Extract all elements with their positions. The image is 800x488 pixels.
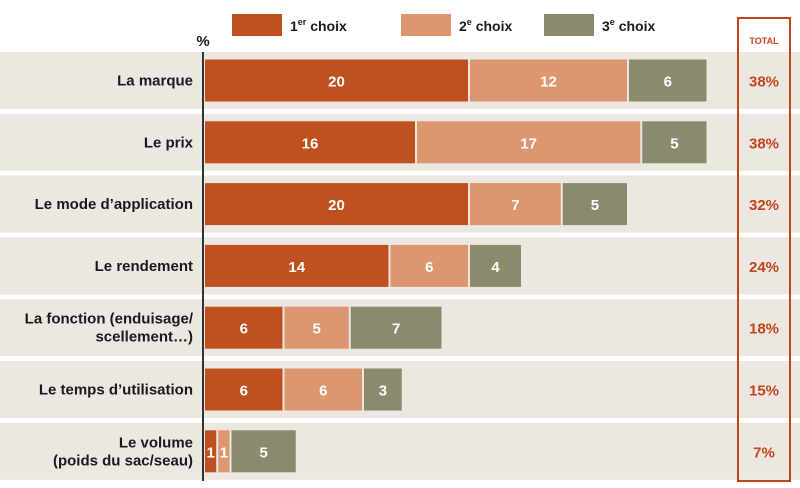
data-label: 1: [206, 444, 214, 461]
data-label: 5: [591, 197, 599, 214]
data-label: 20: [328, 74, 345, 91]
legend-swatch-2: [401, 14, 451, 36]
total-value: 15%: [749, 383, 779, 400]
bar-segment-2: [470, 59, 627, 102]
total-value: 7%: [753, 444, 775, 461]
total-header: TOTAL: [749, 36, 779, 46]
bar-segment-2: [390, 244, 468, 287]
bar-segment-2: [284, 306, 349, 349]
total-value: 18%: [749, 321, 779, 338]
bar-segment-3: [231, 430, 296, 473]
total-values: 38% 38% 32% 24% 18% 15% 7%: [749, 74, 779, 462]
bar-segment-3: [350, 306, 442, 349]
data-label: 7: [392, 321, 400, 338]
data-label: 20: [328, 197, 345, 214]
bar-segment-2: [218, 430, 230, 473]
category-label: Le volume (poids du sac/seau): [53, 434, 193, 469]
legend: 1er choix 2e choix 3e choix: [232, 14, 655, 36]
data-label: 6: [240, 383, 248, 400]
data-label: 16: [302, 135, 319, 152]
legend-swatch-3: [544, 14, 594, 36]
legend-label-2: 2e choix: [459, 17, 512, 34]
data-label: 6: [240, 321, 248, 338]
bar-segment-3: [629, 59, 707, 102]
data-label: 6: [664, 74, 672, 91]
bar-segment-3: [562, 183, 627, 226]
bar-segment-2: [284, 368, 362, 411]
bar-segment-3: [470, 244, 521, 287]
data-label: 7: [511, 197, 519, 214]
bar-segment-1: [205, 306, 283, 349]
data-label: 1: [220, 444, 228, 461]
bar-segment-3: [364, 368, 402, 411]
bar-segment-1: [205, 368, 283, 411]
data-label: 5: [259, 444, 267, 461]
category-label: Le mode d’application: [35, 196, 193, 213]
data-label: 14: [288, 259, 305, 276]
bar-segment-1: [205, 121, 415, 164]
legend-label-1: 1er choix: [290, 17, 347, 34]
data-label: 17: [520, 135, 537, 152]
data-label: 6: [425, 259, 433, 276]
bars: 20 12 6 16 17 5 20 7 5 14 6 4 6 5 7 6 6 3 1 1 5: [205, 59, 707, 473]
data-label: 6: [319, 383, 327, 400]
total-value: 38%: [749, 74, 779, 91]
category-labels: La marque Le prix Le mode d’application Le …: [25, 73, 194, 470]
data-label: 5: [670, 135, 678, 152]
legend-swatch-1: [232, 14, 282, 36]
bar-segment-3: [642, 121, 707, 164]
bar-segment-1: [205, 244, 389, 287]
total-value: 32%: [749, 197, 779, 214]
bar-segment-2: [470, 183, 561, 226]
legend-label-3: 3e choix: [602, 17, 655, 34]
total-column-frame: [737, 17, 791, 482]
total-value: 38%: [749, 135, 779, 152]
total-value: 24%: [749, 259, 779, 276]
unit-label: %: [196, 33, 209, 50]
data-label: 3: [379, 383, 387, 400]
category-label: Le rendement: [95, 258, 193, 275]
data-label: 5: [312, 321, 320, 338]
category-label: Le temps d’utilisation: [39, 382, 193, 399]
bar-segment-1: [205, 183, 468, 226]
bar-segment-1: [205, 430, 217, 473]
category-label: La marque: [117, 73, 193, 90]
category-label: La fonction (enduisage/scellement…): [25, 311, 194, 346]
bar-segment-2: [417, 121, 641, 164]
data-label: 4: [491, 259, 500, 276]
category-label: Le prix: [144, 134, 194, 151]
row-band: [0, 422, 800, 480]
data-label: 12: [540, 74, 557, 91]
bar-segment-1: [205, 59, 468, 102]
